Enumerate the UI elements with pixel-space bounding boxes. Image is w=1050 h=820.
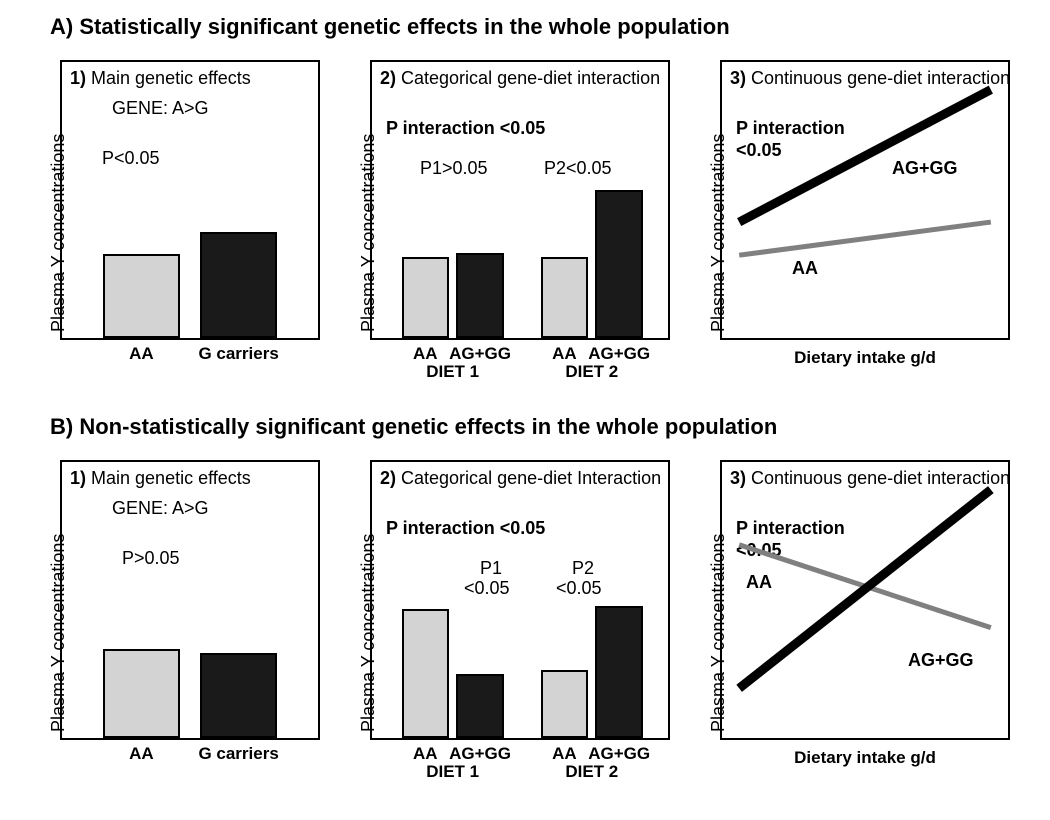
ylabel-b2: Plasma Y concentrations <box>358 534 379 732</box>
gene-annot: GENE: A>G <box>112 98 209 119</box>
panel-title: 2) Categorical gene-diet interaction <box>380 68 660 89</box>
bar-xlabel: AA <box>552 744 577 764</box>
bar-xlabel: AA <box>129 344 154 364</box>
bar-aa <box>103 649 180 738</box>
xaxis-label: Dietary intake g/d <box>794 348 936 368</box>
panel-title-text: Categorical gene-diet interaction <box>396 68 660 88</box>
bar-xlabel: G carriers <box>198 344 278 364</box>
panel-title-text: Main genetic effects <box>86 68 251 88</box>
gene-annot: GENE: A>G <box>112 498 209 519</box>
bar-g-carriers <box>200 653 277 738</box>
bar-diet-2-aggg <box>595 190 642 338</box>
line-label-aggg: AG+GG <box>908 650 974 671</box>
bar-xlabel: AG+GG <box>449 744 511 764</box>
line-aggg <box>739 90 991 222</box>
panel-title-number: 1) <box>70 68 86 88</box>
line-chart-svg <box>722 62 1008 338</box>
bar-diet-2-aggg <box>595 606 642 738</box>
bar-xlabel: AG+GG <box>449 344 511 364</box>
panel-title-number: 2) <box>380 468 396 488</box>
ylabel-a2: Plasma Y concentrations <box>358 134 379 332</box>
p1-annot: P1>0.05 <box>420 158 488 179</box>
bar-g-carriers <box>200 232 277 338</box>
group-xlabel: DIET 2 <box>565 762 618 782</box>
p-interaction: P interaction <0.05 <box>386 118 545 139</box>
group-xlabel: DIET 2 <box>565 362 618 382</box>
ylabel-a3: Plasma Y concentrations <box>708 134 729 332</box>
p1-annot: P1 <box>480 558 502 579</box>
ylabel-b3: Plasma Y concentrations <box>708 534 729 732</box>
pval-annot: P>0.05 <box>122 548 180 569</box>
bar-diet-1-aggg <box>456 253 503 338</box>
group-xlabel: DIET 1 <box>426 762 479 782</box>
page: A) Statistically significant genetic eff… <box>0 0 1050 820</box>
bar-diet-1-aggg <box>456 674 503 738</box>
panel-b2: 2) Categorical gene-diet Interaction P in… <box>370 460 670 740</box>
section-b-title: B) Non-statistically significant genetic… <box>50 414 777 440</box>
line-label-aggg: AG+GG <box>892 158 958 179</box>
panel-title: 2) Categorical gene-diet Interaction <box>380 468 661 489</box>
panel-b1: 1) Main genetic effectsGENE: A>GP>0.05AA… <box>60 460 320 740</box>
group-xlabel: DIET 1 <box>426 362 479 382</box>
bar-xlabel: AA <box>552 344 577 364</box>
ylabel-a1: Plasma Y concentrations <box>48 134 69 332</box>
panel-a3: 3) Continuous gene-diet interactionP int… <box>720 60 1010 340</box>
line-label-aa: AA <box>746 572 772 593</box>
ylabel-b1: Plasma Y concentrations <box>48 534 69 732</box>
bar-xlabel: G carriers <box>198 744 278 764</box>
p-interaction: P interaction <0.05 <box>386 518 545 539</box>
bar-diet-1-aa <box>402 257 449 338</box>
panel-title-text: Main genetic effects <box>86 468 251 488</box>
p2-annot: P2<0.05 <box>544 158 612 179</box>
bar-diet-1-aa <box>402 609 449 738</box>
line-aa <box>739 222 991 255</box>
panel-a2: 2) Categorical gene-diet interaction P in… <box>370 60 670 340</box>
panel-title-number: 1) <box>70 468 86 488</box>
bar-xlabel: AG+GG <box>588 344 650 364</box>
section-a-title: A) Statistically significant genetic eff… <box>50 14 730 40</box>
bar-xlabel: AA <box>129 744 154 764</box>
bar-xlabel: AG+GG <box>588 744 650 764</box>
p2-annot: P2 <box>572 558 594 579</box>
bar-xlabel: AA <box>413 344 438 364</box>
xaxis-label: Dietary intake g/d <box>794 748 936 768</box>
p2b-annot: <0.05 <box>556 578 602 599</box>
line-chart-svg <box>722 462 1008 738</box>
bar-diet-2-aa <box>541 670 588 738</box>
panel-title-number: 2) <box>380 68 396 88</box>
panel-title: 1) Main genetic effects <box>70 468 251 489</box>
bar-xlabel: AA <box>413 744 438 764</box>
bar-diet-2-aa <box>541 257 588 338</box>
p1b-annot: <0.05 <box>464 578 510 599</box>
panel-title-text: Categorical gene-diet Interaction <box>396 468 661 488</box>
panel-title: 1) Main genetic effects <box>70 68 251 89</box>
panel-a1: 1) Main genetic effectsGENE: A>GP<0.05AA… <box>60 60 320 340</box>
panel-b3: 3) Continuous gene-diet interactionP int… <box>720 460 1010 740</box>
pval-annot: P<0.05 <box>102 148 160 169</box>
line-label-aa: AA <box>792 258 818 279</box>
bar-aa <box>103 254 180 338</box>
